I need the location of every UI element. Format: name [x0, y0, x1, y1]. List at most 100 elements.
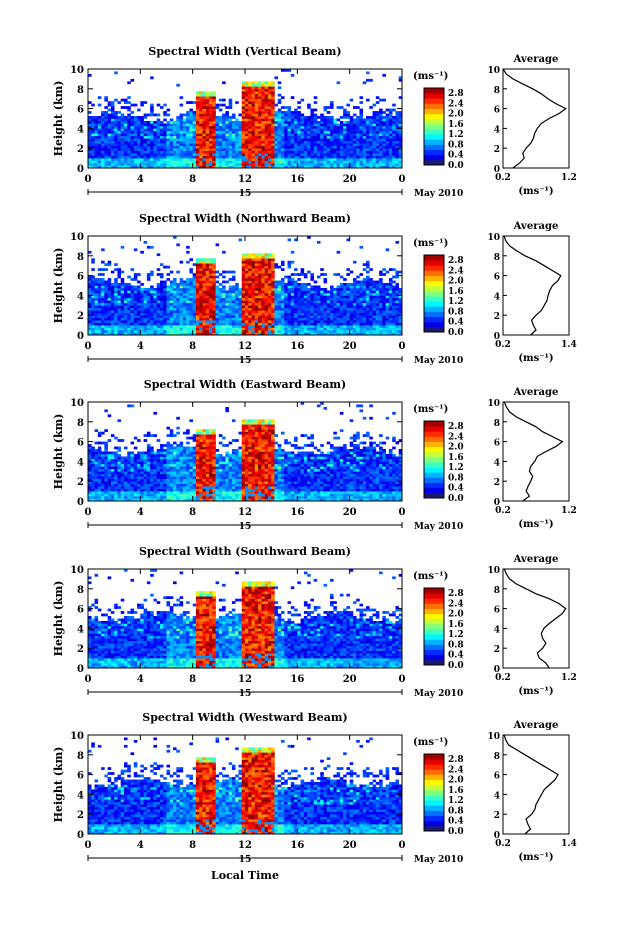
heatmap-cell	[121, 158, 125, 161]
heatmap-cell	[202, 96, 206, 99]
heatmap-cell	[88, 119, 92, 122]
heatmap-cell	[356, 300, 360, 303]
heatmap-cell	[366, 293, 370, 296]
heatmap-cell	[160, 148, 164, 151]
heatmap-cell	[144, 133, 148, 136]
heatmap-cell	[137, 273, 141, 276]
heatmap-cell	[304, 293, 308, 296]
heatmap-cell	[379, 328, 383, 331]
heatmap-cell	[235, 315, 239, 318]
heatmap-cell	[127, 163, 131, 166]
heatmap-cell	[366, 288, 370, 291]
heatmap-cell	[252, 119, 256, 122]
heatmap-cell	[114, 315, 118, 318]
colorbar-segment	[424, 286, 444, 292]
heatmap-cell	[359, 133, 363, 136]
heatmap-cell	[376, 295, 380, 298]
heatmap-cell	[307, 141, 311, 144]
heatmap-cell	[206, 300, 210, 303]
heatmap-cell	[186, 246, 190, 249]
heatmap-cell	[245, 153, 249, 156]
heatmap-cell	[238, 295, 242, 298]
heatmap-cell	[386, 151, 390, 154]
heatmap-cell	[173, 146, 177, 149]
heatmap-cell	[389, 293, 393, 296]
heatmap-cell	[271, 156, 275, 159]
heatmap-cell	[88, 111, 92, 114]
heatmap-cell	[346, 325, 350, 328]
heatmap-cell	[111, 114, 115, 117]
heatmap-cell	[104, 325, 108, 328]
heatmap-cell	[206, 121, 210, 124]
average-title: Average	[513, 54, 559, 65]
heatmap-cell	[144, 121, 148, 124]
heatmap-cell	[183, 328, 187, 331]
heatmap-cell	[327, 136, 331, 139]
heatmap-cell	[258, 318, 262, 321]
heatmap-cell	[108, 104, 112, 107]
heatmap-cell	[274, 310, 278, 313]
heatmap-cell	[170, 281, 174, 284]
heatmap-cell	[157, 119, 161, 122]
heatmap-cell	[222, 81, 226, 84]
heatmap-cell	[281, 315, 285, 318]
heatmap-cell	[147, 313, 151, 316]
heatmap-cell	[209, 161, 213, 164]
heatmap-cell	[392, 295, 396, 298]
heatmap-cell	[261, 286, 265, 289]
heatmap-cell	[222, 119, 226, 122]
heatmap-cell	[307, 305, 311, 308]
heatmap-cell	[245, 278, 249, 281]
heatmap-cell	[131, 300, 135, 303]
heatmap-cell	[310, 278, 314, 281]
heatmap-cell	[183, 320, 187, 323]
heatmap-cell	[206, 153, 210, 156]
heatmap-cell	[278, 109, 282, 112]
heatmap-cell	[212, 325, 216, 328]
heatmap-cell	[288, 156, 292, 159]
heatmap-cell	[376, 290, 380, 293]
heatmap-cell	[252, 298, 256, 301]
heatmap-cell	[307, 151, 311, 154]
heatmap-cell	[238, 300, 242, 303]
heatmap-cell	[284, 163, 288, 166]
heatmap-cell	[327, 141, 331, 144]
heatmap-cell	[261, 101, 265, 104]
heatmap-cell	[147, 148, 151, 151]
heatmap-cell	[167, 310, 171, 313]
heatmap-cell	[176, 151, 180, 154]
heatmap-cell	[258, 156, 262, 159]
heatmap-cell	[281, 163, 285, 166]
heatmap-cell	[117, 288, 121, 291]
heatmap-cell	[189, 258, 193, 261]
heatmap-cell	[157, 323, 161, 326]
heatmap-cell	[173, 281, 177, 284]
heatmap-cell	[366, 131, 370, 134]
heatmap-cell	[389, 328, 393, 331]
heatmap-cell	[101, 151, 105, 154]
heatmap-cell	[91, 136, 95, 139]
heatmap-cell	[193, 328, 197, 331]
heatmap-cell	[255, 121, 259, 124]
heatmap-cell	[333, 318, 337, 321]
heatmap-cell	[202, 101, 206, 104]
heatmap-cell	[252, 315, 256, 318]
heatmap-cell	[288, 111, 292, 114]
heatmap-cell	[167, 143, 171, 146]
heatmap-cell	[127, 106, 131, 109]
heatmap-cell	[310, 328, 314, 331]
heatmap-cell	[196, 271, 200, 274]
heatmap-cell	[337, 305, 341, 308]
heatmap-cell	[343, 151, 347, 154]
heatmap-cell	[252, 163, 256, 166]
heatmap-cell	[278, 126, 282, 129]
heatmap-cell	[235, 325, 239, 328]
heatmap-cell	[127, 315, 131, 318]
heatmap-cell	[255, 300, 259, 303]
heatmap-cell	[98, 325, 102, 328]
heatmap-cell	[386, 161, 390, 164]
heatmap-cell	[271, 146, 275, 149]
heatmap-cell	[180, 136, 184, 139]
heatmap-cell	[206, 96, 210, 99]
heatmap-cell	[163, 323, 167, 326]
